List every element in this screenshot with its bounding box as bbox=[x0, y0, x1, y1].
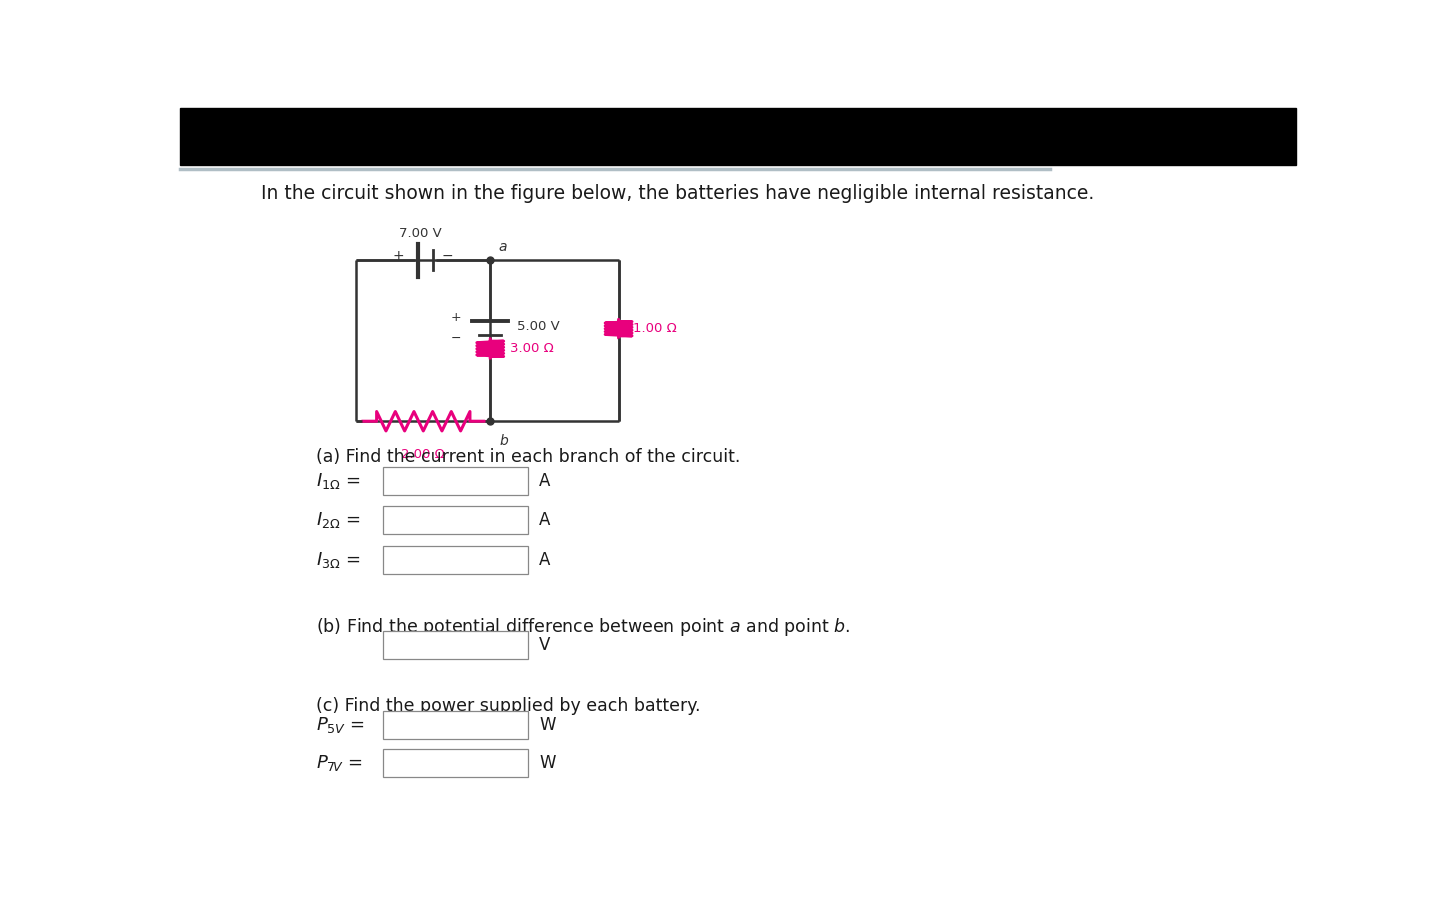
Text: (a) Find the current in each branch of the circuit.: (a) Find the current in each branch of t… bbox=[317, 447, 740, 465]
Text: V: V bbox=[540, 636, 550, 654]
Text: W: W bbox=[540, 754, 556, 772]
Text: b: b bbox=[500, 434, 508, 447]
Text: (c) Find the power supplied by each battery.: (c) Find the power supplied by each batt… bbox=[317, 697, 701, 715]
FancyBboxPatch shape bbox=[383, 711, 528, 739]
Text: −: − bbox=[442, 249, 454, 264]
Text: $P_{5V}$ =: $P_{5V}$ = bbox=[317, 715, 364, 734]
Text: +: + bbox=[392, 249, 405, 264]
Text: $I_{2\Omega}$ =: $I_{2\Omega}$ = bbox=[317, 510, 360, 530]
FancyBboxPatch shape bbox=[383, 749, 528, 777]
Text: $I_{3\Omega}$ =: $I_{3\Omega}$ = bbox=[317, 550, 360, 570]
Text: W: W bbox=[540, 716, 556, 733]
Text: 7.00 V: 7.00 V bbox=[399, 227, 441, 239]
Text: 1.00 Ω: 1.00 Ω bbox=[634, 322, 677, 335]
Text: 5.00 V: 5.00 V bbox=[517, 320, 560, 334]
Text: 3.00 Ω: 3.00 Ω bbox=[510, 342, 554, 356]
Text: A: A bbox=[540, 511, 550, 529]
Text: +: + bbox=[451, 311, 461, 325]
Text: A: A bbox=[540, 472, 550, 490]
FancyBboxPatch shape bbox=[383, 631, 528, 659]
FancyBboxPatch shape bbox=[383, 507, 528, 535]
Text: (b) Find the potential difference between point $a$ and point $b$.: (b) Find the potential difference betwee… bbox=[317, 616, 850, 638]
FancyBboxPatch shape bbox=[383, 546, 528, 573]
Text: A: A bbox=[540, 551, 550, 569]
FancyBboxPatch shape bbox=[383, 467, 528, 495]
Text: a: a bbox=[498, 239, 507, 254]
Text: $P_{7V}$ =: $P_{7V}$ = bbox=[317, 753, 363, 773]
Text: $I_{1\Omega}$ =: $I_{1\Omega}$ = bbox=[317, 471, 360, 491]
Text: In the circuit shown in the figure below, the batteries have negligible internal: In the circuit shown in the figure below… bbox=[262, 184, 1094, 203]
Text: 2.00 Ω: 2.00 Ω bbox=[402, 447, 445, 461]
Text: −: − bbox=[451, 332, 461, 346]
Bar bbox=[180, 108, 1296, 165]
